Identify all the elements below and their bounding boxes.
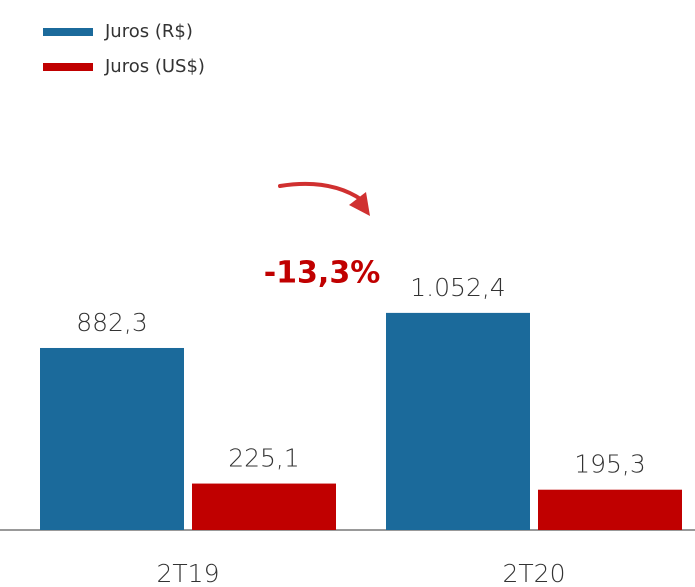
x-tick-label: 2T20 [503, 559, 566, 587]
value-label: 225,1 [228, 444, 300, 473]
bar [538, 489, 682, 530]
legend-label: Juros (US$) [104, 56, 205, 77]
legend-label: Juros (R$) [104, 21, 193, 42]
bar [40, 347, 184, 530]
bar [386, 312, 530, 530]
arrow-head [349, 192, 370, 216]
value-label: 195,3 [574, 450, 646, 479]
legend-swatch [43, 63, 93, 71]
x-tick-label: 2T19 [157, 559, 220, 587]
annotation: -13,3% [264, 256, 381, 291]
legend-swatch [43, 28, 93, 36]
value-label: 1.052,4 [410, 273, 505, 302]
value-label: 882,3 [76, 308, 148, 337]
bar [192, 483, 336, 530]
arrow [278, 181, 364, 202]
